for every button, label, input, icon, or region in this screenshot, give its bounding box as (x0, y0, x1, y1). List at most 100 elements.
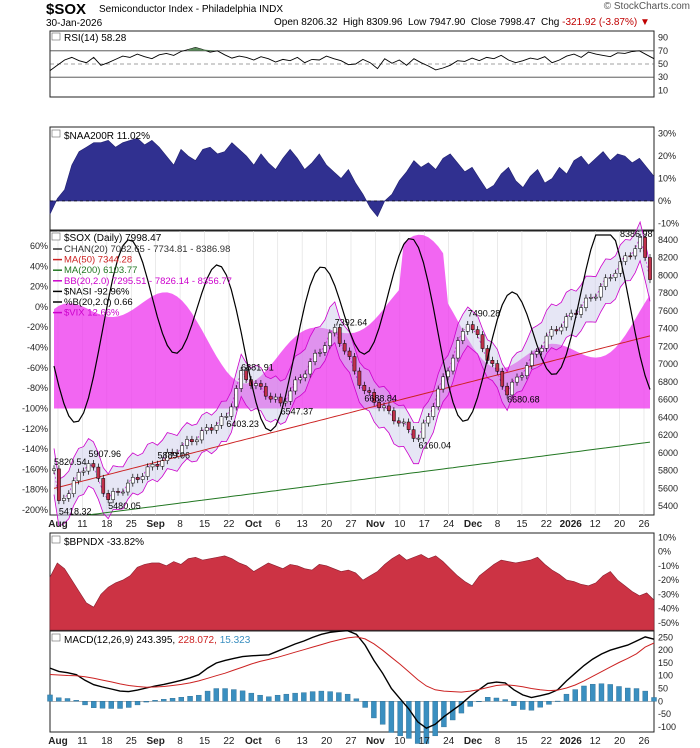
quote-summary: Open 8206.32 High 8309.96 Low 7947.90 Cl… (274, 17, 650, 28)
bpndx-tick: -10% (658, 561, 679, 571)
candle-body (456, 340, 460, 359)
macd-histogram-bar (625, 687, 631, 702)
candle-body (613, 273, 618, 278)
x-axis-label: 20 (614, 519, 626, 530)
signal-line (49, 636, 655, 693)
candle-body (362, 385, 367, 391)
x-axis-label-bottom: 12 (590, 736, 602, 747)
left-tick: 60% (30, 241, 48, 251)
macd-histogram-bar (222, 688, 228, 702)
macd-histogram-bar (397, 701, 403, 737)
nasi-line (53, 234, 651, 432)
candle-body (254, 383, 258, 386)
candle-body (204, 427, 209, 431)
left-tick: -140% (22, 444, 48, 454)
candle-body (298, 377, 303, 381)
price-tick: 5800 (658, 466, 678, 476)
candle-body (589, 297, 593, 299)
macd-histogram-bar (169, 698, 176, 702)
macd-histogram-bar (519, 701, 526, 710)
macd-tick: 50 (658, 684, 668, 694)
rsi-tick: 70 (658, 46, 668, 56)
macd-histogram-bar (82, 701, 88, 706)
candle-body (392, 410, 396, 422)
naa200r-tick: 30% (658, 129, 676, 139)
candle-body (229, 406, 234, 417)
price-annotation: 6688.84 (364, 394, 397, 404)
bpndx-tick: -20% (658, 575, 679, 585)
x-axis-label-bottom: 26 (638, 736, 650, 747)
x-axis-label: 2026 (560, 519, 583, 530)
panel-icon (51, 633, 61, 642)
macd-histogram-bar (379, 701, 386, 725)
macd-histogram-bar (528, 701, 535, 711)
candle-body (584, 297, 588, 308)
price-tick: 7400 (658, 324, 678, 334)
price-tick: 8400 (658, 235, 678, 245)
x-axis-label: Sep (146, 519, 164, 530)
price-annotation: 8386.98 (620, 229, 653, 239)
price-tick: 6600 (658, 395, 678, 405)
x-axis-label: 15 (516, 519, 528, 530)
macd-histogram-bar (161, 699, 167, 702)
candle-body (554, 329, 559, 332)
candle-body (396, 420, 401, 424)
macd-histogram-bar (108, 701, 114, 709)
x-axis-label: 15 (199, 519, 211, 530)
macd-histogram-bar (91, 701, 97, 708)
candle-body (140, 476, 145, 480)
macd-histogram-bar (546, 701, 552, 705)
candle-body (638, 237, 642, 249)
candle-body (643, 237, 647, 258)
candle-body (470, 324, 475, 330)
bpndx-tick: -30% (658, 589, 679, 599)
macd-histogram-bar (458, 701, 465, 714)
candle-body (175, 452, 179, 455)
candle-body (145, 466, 150, 477)
macd-histogram-bar (388, 701, 395, 733)
candle-body (372, 392, 377, 403)
macd-histogram-bar (301, 692, 307, 702)
macd-histogram-bar (187, 696, 193, 702)
candle-body (194, 439, 199, 442)
naa200r-tick: 0% (658, 196, 671, 206)
x-axis-label-bottom: 10 (394, 736, 406, 747)
price-tick: 8200 (658, 253, 678, 263)
candle-body (416, 437, 421, 440)
rsi-label: RSI(14) 58.28 (64, 33, 127, 44)
macd-name: MACD(12,26,9) (64, 635, 136, 646)
macd-histogram-bar (441, 701, 447, 728)
panel-icon (51, 32, 61, 41)
x-axis-label-bottom: 6 (275, 736, 281, 747)
candle-body (436, 388, 441, 407)
macd-tick: 250 (658, 632, 673, 642)
rsi-tick: 50 (658, 59, 668, 69)
macd-histogram-bar (423, 701, 430, 744)
x-axis-label-bottom: Aug (48, 736, 67, 747)
candle-body (86, 463, 91, 472)
candle-body (116, 491, 120, 493)
naa200r-label: $NAA200R 11.02% (64, 131, 150, 142)
price-annotation: 7490.28 (468, 309, 501, 319)
candle-body (293, 379, 298, 392)
naa200r-tick: 10% (658, 174, 676, 184)
macd-histogram-bar (502, 699, 508, 702)
candle-body (126, 482, 130, 493)
macd-histogram-bar (493, 697, 500, 702)
ma200-line (88, 441, 651, 516)
candle-body (318, 352, 322, 354)
price-tick: 7200 (658, 341, 678, 351)
candle-body (520, 375, 524, 378)
x-axis-label-bottom: 22 (541, 736, 553, 747)
macd-histogram-bar (563, 693, 570, 702)
candle-body (190, 439, 194, 442)
x-axis-label: 26 (638, 519, 650, 530)
macd-histogram-bar (598, 683, 605, 702)
macd-histogram-bar (283, 693, 290, 702)
legend-entry: $NASI -92.96% (64, 286, 130, 297)
candle-body (180, 445, 184, 454)
candle-body (603, 277, 608, 287)
left-tick: -20% (27, 322, 48, 332)
x-axis-label-bottom: 18 (101, 736, 113, 747)
candle-body (352, 356, 357, 372)
